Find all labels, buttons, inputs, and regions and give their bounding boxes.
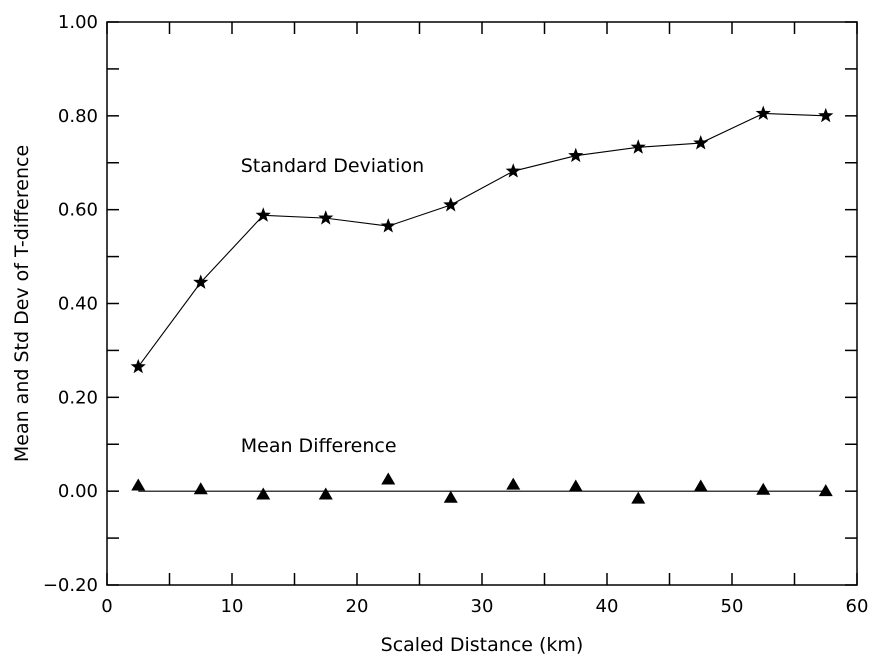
x-tick-label: 10 (221, 596, 244, 617)
y-tick-label: 0.00 (58, 481, 98, 502)
axis-ticks (106, 21, 858, 586)
star-marker (505, 163, 521, 178)
star-marker (693, 135, 709, 150)
x-tick-label: 20 (346, 596, 369, 617)
star-marker (318, 210, 334, 225)
triangle-marker (568, 479, 583, 492)
y-axis-label: Mean and Std Dev of T-difference (11, 145, 33, 462)
series-line (137, 112, 826, 368)
star-marker (193, 274, 209, 289)
star-marker (818, 107, 834, 123)
x-tick-label: 60 (846, 596, 869, 617)
x-tick-label: 0 (101, 596, 112, 617)
y-tick-label: 0.60 (58, 200, 98, 221)
star-marker (568, 147, 584, 163)
y-tick-label: 0.80 (58, 106, 98, 127)
series-triangle (131, 472, 833, 504)
triangle-marker (131, 478, 146, 491)
series-star (130, 105, 834, 374)
x-tick-label: 30 (471, 596, 494, 617)
triangle-marker (443, 490, 458, 503)
triangle-marker (381, 472, 396, 485)
x-axis-label: Scaled Distance (km) (381, 634, 584, 656)
star-marker (755, 105, 771, 120)
x-tick-label: 40 (596, 596, 619, 617)
series-label: Mean Difference (241, 435, 397, 457)
series-label: Standard Deviation (241, 155, 424, 177)
triangle-marker (818, 484, 833, 497)
y-tick-label: 0.40 (58, 294, 98, 315)
star-marker (130, 358, 146, 374)
y-tick-label: 0.20 (58, 387, 98, 408)
triangle-marker (693, 479, 708, 492)
y-tick-label: −0.20 (43, 575, 98, 596)
triangle-marker (506, 477, 521, 490)
plot-frame (106, 21, 858, 586)
triangle-marker (318, 487, 333, 500)
x-tick-label: 50 (721, 596, 744, 617)
triangle-marker (256, 487, 271, 500)
triangle-marker (631, 491, 646, 504)
star-marker (255, 207, 271, 222)
triangle-marker (193, 482, 208, 495)
star-marker (443, 196, 459, 212)
chart-labels: 0 10 20 30 40 50 60 −0.20 0.00 0.20 0.40 0.60 0.80 1.… (43, 12, 869, 617)
triangle-marker (756, 482, 771, 495)
star-marker (630, 139, 646, 154)
y-tick-label: 1.00 (58, 12, 98, 33)
chart-marks (130, 105, 834, 504)
star-marker (380, 218, 396, 233)
